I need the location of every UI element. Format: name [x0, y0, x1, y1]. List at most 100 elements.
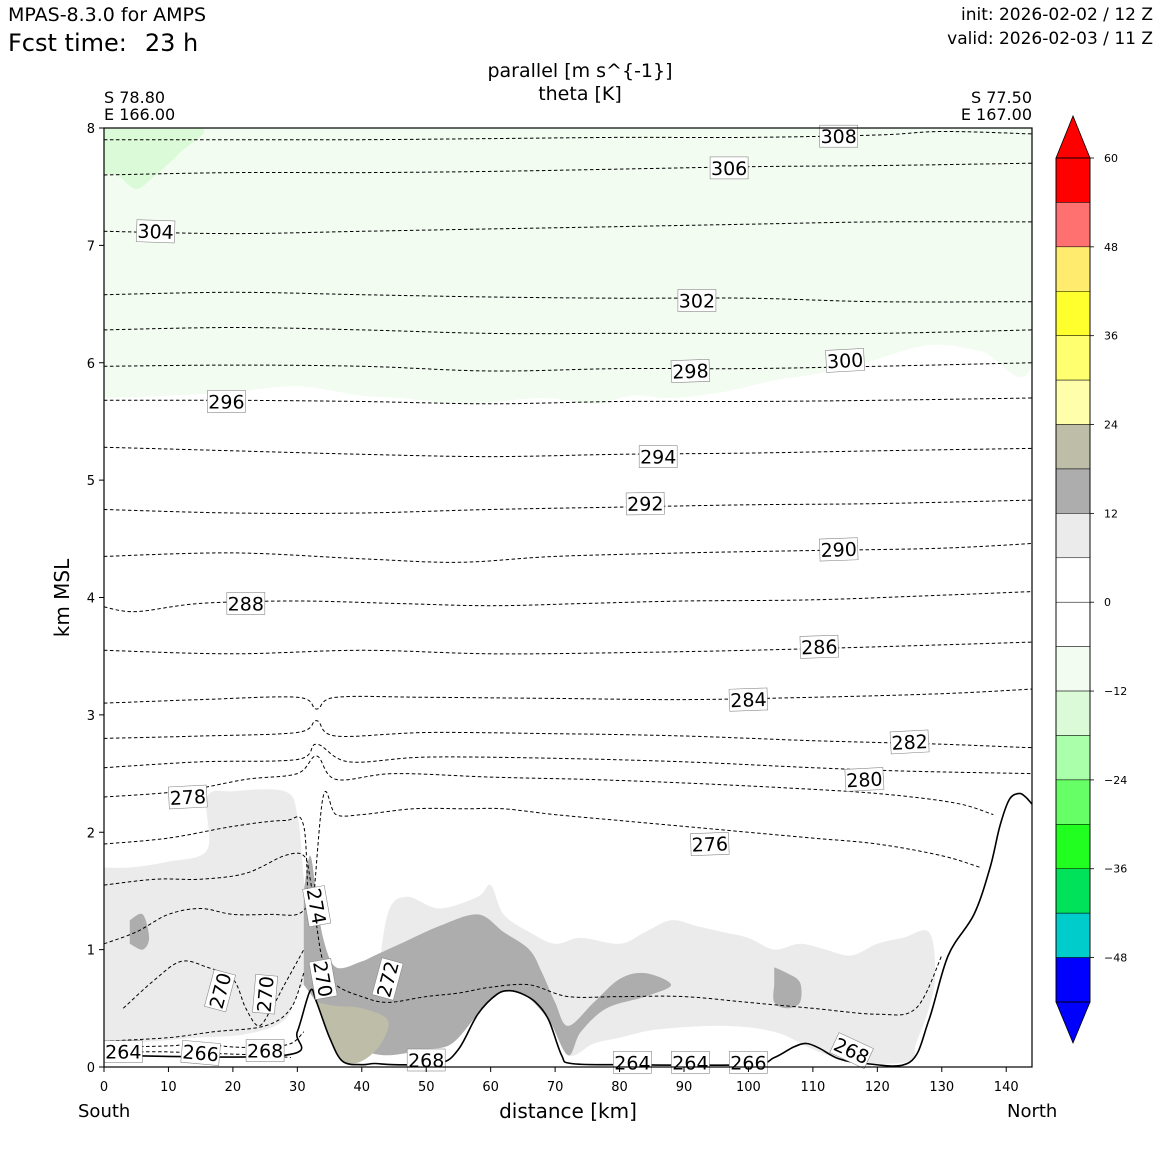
contour-label-text: 282: [891, 731, 928, 755]
wind-fill-region-0: [104, 128, 1032, 404]
x-tick-label: 100: [736, 1080, 761, 1095]
colorbar-bin-7: [1055, 468, 1091, 514]
theta-contour-286: [104, 641, 1032, 655]
theta-contour-284: [104, 688, 1032, 710]
y-tick-label: 0: [87, 1061, 95, 1076]
x-tick-label: 110: [800, 1080, 825, 1095]
contour-label-22: 294: [638, 445, 678, 469]
contour-label-text: 270: [254, 975, 279, 1013]
theta-contour-272: [104, 902, 311, 945]
contour-label-text: 298: [672, 360, 709, 383]
x-axis-ticks: 0 10 20 30 40 50 60 70 80 90 100 110 120 130 140: [100, 1067, 1019, 1095]
contour-label-text: 296: [208, 392, 244, 414]
theta-contour-300: [104, 326, 1032, 335]
colorbar-bin-11: [1055, 646, 1091, 692]
colorbar-under-arrow: [1055, 1001, 1091, 1045]
colorbar-tick-label: −24: [1104, 774, 1127, 787]
wind-fill-region-2: [104, 789, 936, 1064]
forecast-time: Fcst time: 23 h: [8, 29, 198, 57]
colorbar-frame: [1055, 157, 1091, 1003]
contour-label-29: 308: [819, 124, 859, 148]
wind-fill-region-1: [104, 128, 205, 189]
colorbar-bin-9: [1055, 557, 1091, 603]
y-tick-label: 2: [87, 826, 95, 841]
y-tick-label: 3: [87, 709, 95, 724]
theta-contour-298: [104, 362, 1032, 372]
colorbar-tick-label: 36: [1104, 330, 1118, 343]
contour-label-15: 280: [844, 767, 885, 792]
left-endpoint-lat: S 78.80: [104, 88, 166, 107]
colorbar-tick-label: 12: [1104, 507, 1118, 520]
terrain-line: [103, 792, 1033, 1067]
y-tick-label: 5: [87, 474, 95, 489]
x-tick-label: 90: [676, 1080, 693, 1095]
x-tick-label: 60: [482, 1080, 499, 1095]
theta-contour-304: [104, 221, 1032, 235]
y-axis-ticks: 0 1 2 3 4 5 6 7 8: [87, 122, 104, 1076]
contour-label-16: 282: [889, 729, 930, 755]
contour-label-text: 284: [730, 689, 767, 712]
contour-label-text: 288: [228, 593, 264, 615]
contour-label-text: 266: [182, 1041, 220, 1066]
contour-label-text: 264: [672, 1052, 708, 1074]
colorbar-bin-16: [1055, 868, 1091, 914]
contour-label-23: 296: [207, 390, 246, 414]
colorbar-tick-label: −48: [1104, 952, 1127, 965]
contour-label-text: 302: [679, 291, 715, 313]
theta-contour-292: [104, 499, 1032, 514]
contour-label-13: 276: [690, 832, 730, 857]
x-axis-label: distance [km]: [499, 1099, 637, 1123]
x-tick-label: 30: [289, 1080, 306, 1095]
theta-contour-282: [104, 720, 1032, 749]
colorbar-bin-5: [1055, 379, 1091, 425]
colorbar-bin-1: [1055, 202, 1091, 248]
theta-contour-294: [104, 446, 1032, 458]
contour-label-20: 290: [819, 537, 859, 562]
colorbar-tick-label: 24: [1104, 419, 1118, 432]
y-tick-label: 8: [87, 122, 95, 137]
contour-label-text: 290: [820, 539, 857, 562]
contour-label-2: 268: [245, 1039, 285, 1063]
colorbar-bin-13: [1055, 735, 1091, 781]
init-time: init: 2026-02-02 / 12 Z: [960, 5, 1153, 25]
chart-title-line1: parallel [m s^{-1}]: [487, 60, 673, 82]
x-tick-label: 70: [547, 1080, 564, 1095]
contour-label-27: 304: [135, 219, 176, 244]
contour-label-text: 286: [801, 636, 838, 659]
colorbar-bin-12: [1055, 690, 1091, 736]
x-tick-label: 10: [160, 1080, 177, 1095]
colorbar: 60 48 36 24 12 0 −12 −24 −36 −48: [1055, 114, 1127, 1045]
theta-contour-270: [122, 949, 305, 1027]
contour-label-9: 264: [613, 1051, 652, 1074]
contour-label-text: 292: [627, 493, 664, 516]
wind-fill-region-5: [773, 967, 802, 1009]
x-tick-label: 20: [225, 1080, 242, 1095]
x-tick-label: 80: [611, 1080, 628, 1095]
colorbar-over-arrow: [1055, 114, 1091, 159]
contour-label-18: 286: [799, 634, 839, 659]
contour-label-text: 306: [711, 158, 747, 180]
contour-label-text: 308: [821, 126, 857, 148]
contour-label-text: 264: [614, 1052, 650, 1074]
contour-label-1: 266: [180, 1039, 221, 1066]
theta-contour-288: [104, 591, 1032, 613]
contour-label-text: 268: [247, 1041, 283, 1063]
theta-contour-290: [104, 543, 1032, 563]
y-tick-label: 6: [87, 357, 95, 372]
theta-contour-280: [104, 743, 1032, 775]
contour-label-text: 276: [691, 833, 728, 856]
contour-label-text: 300: [826, 349, 863, 373]
colorbar-bin-10: [1055, 601, 1091, 647]
colorbar-tick-label: −12: [1104, 685, 1127, 698]
model-name: MPAS-8.3.0 for AMPS: [8, 4, 207, 26]
theta-contour-306: [104, 162, 1032, 176]
left-direction-label: South: [78, 1101, 131, 1122]
theta-contour-266: [104, 1031, 305, 1048]
colorbar-tick-label: 0: [1104, 596, 1111, 609]
y-tick-label: 1: [87, 944, 95, 959]
contour-label-0: 264: [104, 1040, 143, 1064]
chart-title-line2: theta [K]: [538, 83, 622, 105]
contour-label-28: 306: [709, 156, 749, 180]
